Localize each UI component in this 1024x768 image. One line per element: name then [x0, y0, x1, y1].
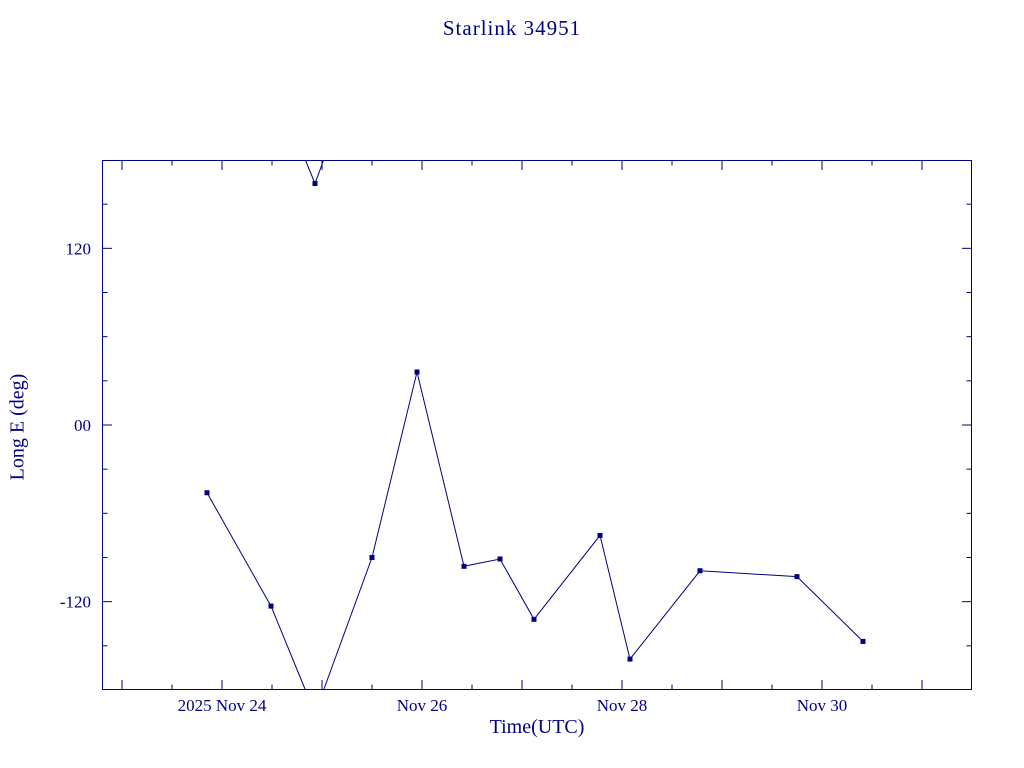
x-tick-labels: 2025 Nov 24 Nov 26 Nov 28 Nov 30	[178, 696, 848, 715]
y-tick-labels: 120 00 -120	[60, 239, 91, 611]
x-tick-label: 2025 Nov 24	[178, 696, 267, 715]
y-tick-label: 120	[66, 239, 92, 258]
data-point-marker	[414, 369, 420, 375]
y-axis-ticks	[103, 203, 971, 647]
plot-frame	[102, 160, 972, 690]
data-point-marker	[794, 574, 800, 580]
data-point-marker	[860, 638, 866, 644]
data-point-marker	[204, 490, 210, 496]
data-point-marker	[697, 568, 703, 574]
data-point-marker	[461, 563, 467, 569]
data-point-marker	[531, 616, 537, 622]
data-point-marker	[627, 656, 633, 662]
y-tick-label: -120	[60, 593, 91, 612]
data-point-marker	[268, 603, 274, 609]
x-tick-label: Nov 28	[597, 696, 648, 715]
data-point-marker	[369, 555, 375, 560]
x-axis-ticks	[121, 161, 923, 689]
data-point-markers	[204, 181, 866, 662]
x-tick-label: Nov 26	[397, 696, 448, 715]
data-line	[206, 159, 864, 691]
data-point-marker	[597, 532, 603, 538]
data-point-marker	[312, 181, 318, 187]
chart-title: Starlink 34951	[442, 16, 582, 40]
y-tick-label: 00	[74, 416, 91, 435]
x-axis-label: Time(UTC)	[489, 716, 585, 738]
x-tick-label: Nov 30	[797, 696, 848, 715]
data-point-marker	[497, 556, 503, 562]
